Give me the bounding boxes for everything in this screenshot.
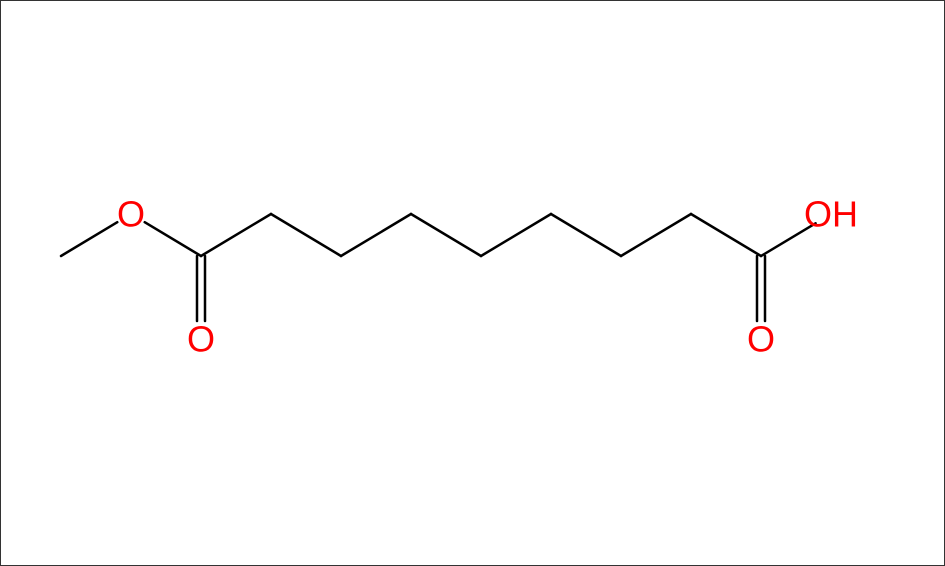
atom-label-O12: OH (804, 194, 858, 235)
molecule-svg: O O O OH (1, 1, 945, 566)
atom-label-O11d: O (747, 319, 775, 360)
atom-label-O3d: O (187, 319, 215, 360)
atom-label-O2: O (117, 194, 145, 235)
molecule-canvas: O O O OH (0, 0, 945, 566)
